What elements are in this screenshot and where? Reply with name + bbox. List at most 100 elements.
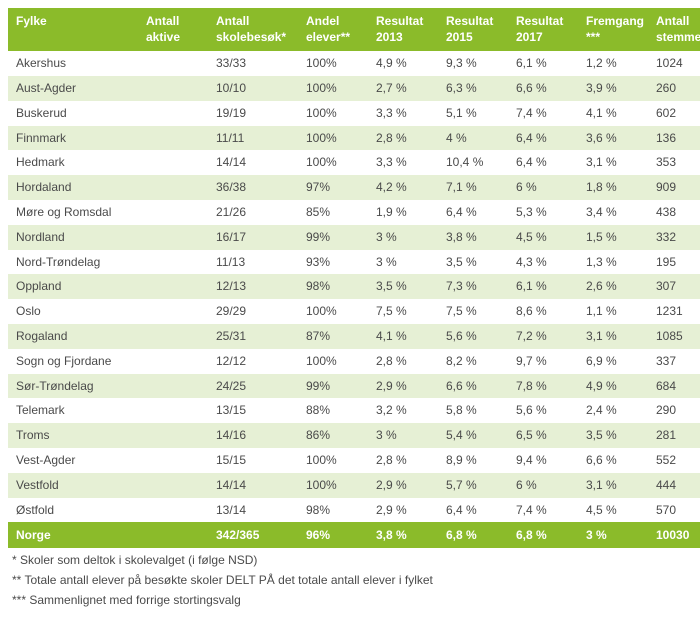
table-footer: Norge342/36596%3,8 %6,8 %6,8 %3 %10030 [8,522,700,548]
cell [138,374,208,399]
cell: Rogaland [8,324,138,349]
cell: 5,1 % [438,101,508,126]
cell: 4 % [438,126,508,151]
cell: 2,9 % [368,374,438,399]
cell: 3,6 % [578,126,648,151]
cell: Oppland [8,274,138,299]
cell: 13/14 [208,498,298,523]
cell: 3 % [368,225,438,250]
cell: 3,5 % [438,250,508,275]
cell: 6 % [508,175,578,200]
cell: 10/10 [208,76,298,101]
cell: 15/15 [208,448,298,473]
cell: 438 [648,200,700,225]
cell: 99% [298,225,368,250]
cell: 100% [298,51,368,76]
cell: 7,5 % [368,299,438,324]
cell: 2,4 % [578,398,648,423]
cell: 3,1 % [578,473,648,498]
cell: Sør-Trøndelag [8,374,138,399]
cell: 21/26 [208,200,298,225]
cell: 4,5 % [578,498,648,523]
cell: 98% [298,274,368,299]
cell: 2,7 % [368,76,438,101]
cell: 7,8 % [508,374,578,399]
cell [138,150,208,175]
col-header-line1: Resultat [376,14,423,28]
cell [138,76,208,101]
cell: 88% [298,398,368,423]
cell: 93% [298,250,368,275]
cell: 6,5 % [508,423,578,448]
col-header-line1: Antall [656,14,689,28]
table-row: Hordaland36/3897%4,2 %7,1 %6 %1,8 %909 [8,175,700,200]
cell: 13/15 [208,398,298,423]
cell: 3,8 % [438,225,508,250]
cell: 3,5 % [578,423,648,448]
cell: Hedmark [8,150,138,175]
cell: 909 [648,175,700,200]
cell: 9,4 % [508,448,578,473]
cell: 3,5 % [368,274,438,299]
cell: 684 [648,374,700,399]
cell: Vestfold [8,473,138,498]
total-cell: 6,8 % [438,522,508,548]
cell [138,473,208,498]
cell: 3,3 % [368,150,438,175]
cell: 7,5 % [438,299,508,324]
cell: 25/31 [208,324,298,349]
cell: 602 [648,101,700,126]
cell: 3,9 % [578,76,648,101]
cell [138,324,208,349]
table-row: Nordland16/1799%3 %3,8 %4,5 %1,5 %332 [8,225,700,250]
cell: 7,2 % [508,324,578,349]
cell: 570 [648,498,700,523]
cell: 6,6 % [508,76,578,101]
cell: 4,2 % [368,175,438,200]
cell: 4,3 % [508,250,578,275]
cell [138,398,208,423]
col-header-line1: Fremgang [586,14,644,28]
cell: 100% [298,126,368,151]
cell: 5,6 % [438,324,508,349]
cell: 8,6 % [508,299,578,324]
cell: 7,3 % [438,274,508,299]
cell [138,250,208,275]
col-header-4: Resultat2013 [368,8,438,51]
cell: 12/13 [208,274,298,299]
cell [138,498,208,523]
table-row: Telemark13/1588%3,2 %5,8 %5,6 %2,4 %290 [8,398,700,423]
cell: Sogn og Fjordane [8,349,138,374]
cell: Nordland [8,225,138,250]
cell: Akershus [8,51,138,76]
col-header-line2: stemmer [656,30,700,46]
col-header-8: Antall stemmer [648,8,700,51]
table-row: Sør-Trøndelag24/2599%2,9 %6,6 %7,8 %4,9 … [8,374,700,399]
cell [138,126,208,151]
table-row: Oslo29/29100%7,5 %7,5 %8,6 %1,1 %1231 [8,299,700,324]
table-header: FylkeAntallaktiveAntallskolebesøk*Andele… [8,8,700,51]
cell: 2,8 % [368,448,438,473]
cell: 7,4 % [508,498,578,523]
cell: Hordaland [8,175,138,200]
col-header-line2: 2015 [446,30,502,46]
cell: 86% [298,423,368,448]
cell: 1,9 % [368,200,438,225]
cell [138,200,208,225]
cell [138,274,208,299]
col-header-7: Fremgang*** [578,8,648,51]
cell: 100% [298,76,368,101]
cell: 12/12 [208,349,298,374]
cell: 444 [648,473,700,498]
table-row: Hedmark14/14100%3,3 %10,4 %6,4 %3,1 %353 [8,150,700,175]
cell: 1,8 % [578,175,648,200]
cell [138,423,208,448]
cell: 6,4 % [438,200,508,225]
cell [138,225,208,250]
cell: 307 [648,274,700,299]
total-cell: 342/365 [208,522,298,548]
cell: 260 [648,76,700,101]
col-header-line2: 2017 [516,30,572,46]
cell: Aust-Agder [8,76,138,101]
cell: 6,4 % [508,150,578,175]
